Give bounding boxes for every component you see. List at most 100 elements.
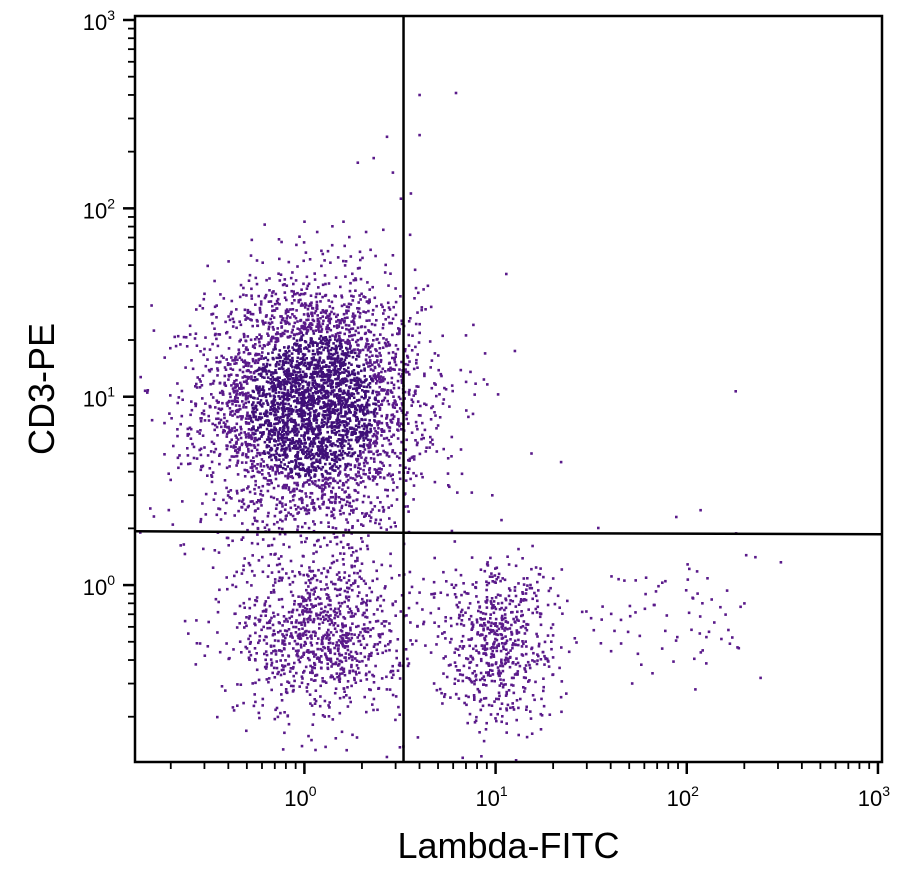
data-point [235, 626, 239, 629]
data-point [360, 577, 363, 580]
data-point [330, 621, 334, 624]
data-point [321, 490, 324, 493]
data-point [337, 374, 340, 378]
data-point [211, 396, 215, 399]
data-point [334, 333, 338, 336]
data-point [235, 428, 239, 432]
data-point [303, 669, 306, 673]
data-point [291, 489, 295, 492]
data-point [341, 488, 344, 491]
data-point [291, 636, 294, 639]
data-point [315, 304, 319, 308]
data-point [440, 374, 443, 378]
data-point [331, 495, 335, 499]
data-point [244, 392, 248, 395]
data-point [246, 317, 250, 320]
data-point [366, 438, 370, 442]
data-point [265, 463, 269, 467]
data-point [255, 408, 259, 411]
data-point [326, 384, 330, 387]
data-point [335, 535, 339, 539]
data-point [222, 356, 225, 359]
data-point [269, 317, 272, 321]
data-point [362, 461, 366, 465]
data-point [360, 456, 363, 459]
data-point [284, 402, 287, 406]
data-point [294, 430, 297, 433]
data-point [259, 374, 263, 377]
data-point [388, 429, 391, 433]
data-point [333, 401, 337, 404]
data-point [308, 398, 311, 402]
data-point [250, 377, 253, 381]
data-point [150, 418, 154, 422]
data-point [305, 599, 308, 602]
data-point [382, 228, 385, 232]
data-point [438, 416, 442, 419]
data-point [382, 620, 386, 623]
data-point [364, 460, 368, 463]
data-point [325, 656, 329, 660]
data-point [308, 325, 312, 329]
data-point [225, 419, 229, 423]
data-point [329, 384, 333, 388]
data-point [322, 488, 326, 491]
data-point [294, 459, 297, 462]
data-point [285, 317, 289, 320]
data-point [407, 393, 411, 396]
data-point [273, 676, 277, 679]
data-point [287, 488, 291, 491]
data-point [284, 474, 287, 478]
data-point [338, 680, 341, 683]
data-point [309, 610, 313, 614]
data-point [307, 282, 311, 286]
data-point [353, 465, 357, 469]
data-point [359, 378, 362, 382]
data-point [213, 279, 216, 283]
data-point [319, 339, 323, 343]
data-point [308, 394, 312, 398]
data-point [263, 652, 266, 656]
data-point [268, 604, 272, 608]
data-point [340, 442, 344, 445]
data-point [398, 329, 401, 333]
data-point [244, 417, 248, 420]
data-point [304, 540, 307, 544]
data-point [312, 650, 315, 654]
data-point [348, 340, 351, 343]
data-point [295, 472, 298, 476]
data-point [308, 483, 311, 486]
data-point [285, 374, 288, 377]
data-point [348, 396, 351, 400]
data-point [297, 414, 301, 418]
data-point [245, 469, 249, 472]
data-point [378, 380, 382, 384]
data-point [333, 677, 336, 681]
data-point [241, 400, 244, 403]
data-point [254, 631, 257, 635]
data-point [318, 292, 321, 296]
data-point [232, 648, 235, 651]
data-point [229, 373, 233, 376]
data-point [313, 473, 317, 476]
data-point [351, 392, 354, 396]
data-point [363, 374, 366, 378]
data-point [246, 455, 250, 459]
data-point [355, 673, 358, 676]
data-point [315, 300, 319, 304]
data-point [274, 440, 277, 443]
data-point [346, 353, 349, 357]
data-point [383, 309, 386, 312]
data-point [307, 466, 311, 469]
data-point [279, 384, 282, 388]
data-point [398, 332, 401, 335]
data-point [287, 345, 290, 348]
data-point [299, 534, 303, 538]
data-point [337, 607, 340, 611]
data-point [439, 372, 443, 376]
data-point [302, 424, 305, 427]
data-point [355, 436, 358, 439]
data-point [330, 466, 333, 469]
data-point [260, 423, 263, 427]
data-point [341, 643, 345, 647]
